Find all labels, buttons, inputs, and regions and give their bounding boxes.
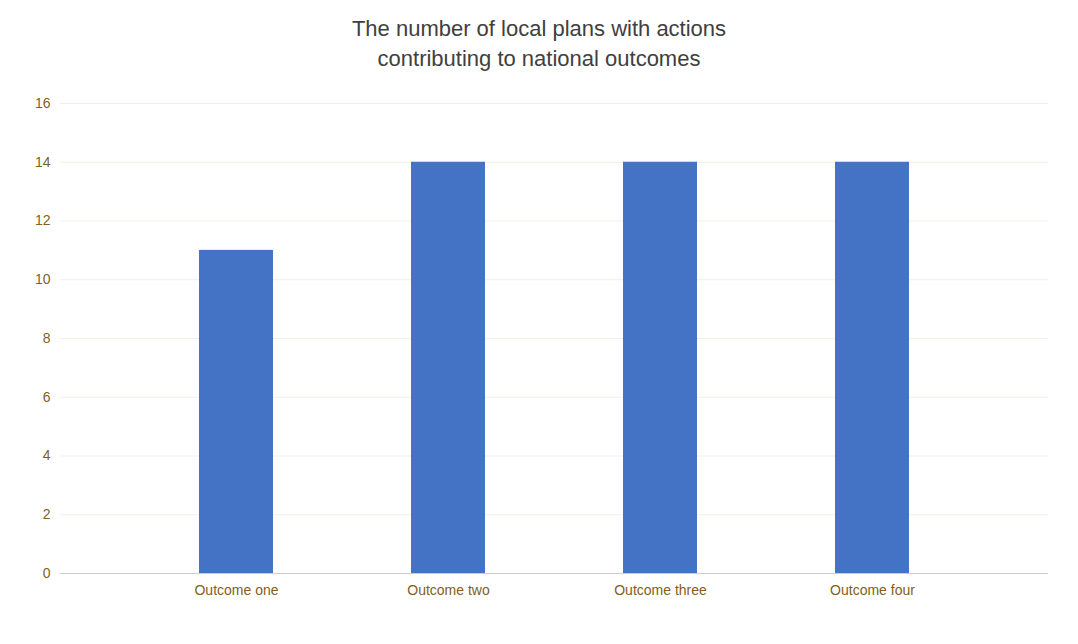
svg-text:14: 14 xyxy=(35,154,51,170)
svg-text:6: 6 xyxy=(43,389,51,405)
svg-text:0: 0 xyxy=(43,565,51,581)
svg-text:Outcome one: Outcome one xyxy=(194,583,278,599)
svg-text:Outcome two: Outcome two xyxy=(407,583,490,599)
svg-text:2: 2 xyxy=(43,507,51,523)
svg-text:10: 10 xyxy=(35,272,51,288)
svg-text:8: 8 xyxy=(43,330,51,346)
svg-text:Outcome four: Outcome four xyxy=(830,583,915,599)
svg-text:Outcome three: Outcome three xyxy=(614,583,707,599)
svg-text:4: 4 xyxy=(43,448,51,464)
svg-text:16: 16 xyxy=(35,95,51,111)
html-text:The number of local plans with: The number of local plans with actions c… xyxy=(351,16,727,71)
svg-text:12: 12 xyxy=(35,213,51,229)
